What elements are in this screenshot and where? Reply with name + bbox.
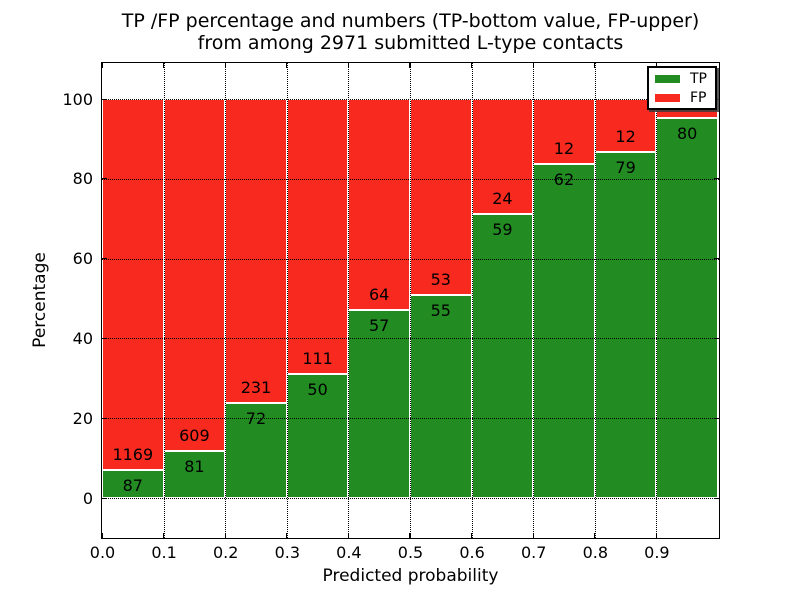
x-tick-label: 0.1 [151, 543, 177, 562]
y-tickmark-right [714, 497, 719, 499]
x-gridline [348, 63, 350, 538]
x-tickmark-top [224, 63, 226, 68]
tp-bar-segment [286, 374, 349, 498]
x-tickmark-bottom [655, 533, 657, 538]
chart-title-line2: from among 2971 submitted L-type contact… [197, 32, 624, 54]
x-axis-label: Predicted probability [322, 566, 499, 586]
x-tick-label: 0.7 [520, 543, 547, 562]
fp-bar-segment [225, 99, 287, 404]
y-tickmark-left [102, 417, 107, 419]
tp-bar-segment [594, 151, 657, 498]
x-tickmark-top [655, 63, 657, 68]
fp-bar-segment [533, 99, 595, 164]
x-tick-label: 0.0 [89, 543, 116, 562]
x-gridline [594, 63, 596, 538]
x-tickmark-top [347, 63, 349, 68]
x-gridline [471, 63, 473, 538]
y-tickmark-left [102, 497, 107, 499]
legend-row-tp: TP [649, 71, 715, 87]
y-tick-label: 100 [62, 89, 93, 109]
plot-area: 1169 87 609 81 231 72 111 50 64 57 53 55 24 59 12 62 12 7… [101, 62, 720, 539]
x-tickmark-bottom [409, 533, 411, 538]
tp-bar-segment [410, 294, 472, 498]
tp-bar-segment [533, 163, 595, 498]
x-gridline [225, 63, 227, 538]
fp-bar-segment [594, 99, 657, 152]
y-tickmark-right [714, 178, 719, 180]
x-tickmark-top [471, 63, 473, 68]
x-tick-label: 0.3 [274, 543, 301, 562]
y-tick-label: 80 [72, 169, 93, 189]
chart-title-line1: TP /FP percentage and numbers (TP-bottom… [121, 10, 700, 32]
x-tickmark-top [163, 63, 165, 68]
tp-legend-label: TP [690, 70, 707, 87]
x-tickmark-bottom [286, 533, 288, 538]
fp-bar-segment [471, 99, 534, 215]
y-tick-label: 40 [72, 328, 93, 348]
y-tickmark-left [102, 258, 107, 260]
x-tickmark-bottom [532, 533, 534, 538]
x-tick-label: 0.2 [212, 543, 239, 562]
y-tickmark-right [714, 337, 719, 340]
chart-title: TP /FP percentage and numbers (TP-bottom… [101, 10, 720, 54]
y-tick-label: 60 [72, 249, 93, 269]
fp-bar-segment [410, 99, 472, 295]
tp-bar-segment [163, 451, 226, 498]
y-tickmark-right [714, 417, 719, 419]
y-tick-label: 0 [82, 488, 93, 508]
x-tickmark-top [101, 63, 103, 68]
y-tickmark-right [714, 258, 719, 260]
y-tickmark-left [102, 178, 107, 180]
tp-bar-segment [102, 470, 164, 498]
x-tick-label: 0.6 [459, 543, 485, 562]
x-tickmark-bottom [594, 533, 596, 538]
x-tickmark-top [594, 63, 596, 68]
tp-bar-segment [471, 214, 534, 498]
fp-bar-segment [286, 99, 349, 375]
x-tickmark-bottom [471, 533, 473, 538]
x-gridline [286, 63, 288, 538]
x-gridline [656, 63, 658, 538]
legend-row-fp: FP [649, 90, 715, 106]
plot-inner: 1169 87 609 81 231 72 111 50 64 57 53 55 24 59 12 62 12 7… [101, 63, 719, 538]
x-tick-label: 0.9 [644, 543, 670, 562]
x-gridline [410, 63, 411, 538]
x-tickmark-bottom [347, 533, 349, 538]
x-gridline [533, 63, 535, 538]
legend: TP FP [647, 66, 717, 110]
fp-legend-label: FP [690, 89, 707, 106]
y-tick-label: 20 [72, 408, 93, 428]
x-tickmark-bottom [163, 533, 165, 538]
x-tickmark-top [532, 63, 534, 68]
y-tickmark-left [102, 337, 107, 340]
x-tick-label: 0.8 [582, 543, 609, 562]
x-tickmark-bottom [224, 533, 226, 538]
fp-legend-swatch [655, 93, 680, 102]
fp-bar-segment [348, 99, 410, 311]
x-tickmark-top [409, 63, 411, 68]
fp-bar-segment [102, 99, 164, 471]
y-tickmark-left [102, 98, 107, 100]
x-tick-label: 0.4 [336, 543, 362, 562]
x-gridline [163, 63, 165, 538]
tp-bar-segment [656, 118, 718, 498]
x-tickmark-top [286, 63, 288, 68]
x-tickmark-bottom [101, 533, 103, 538]
fp-bar-segment [163, 99, 226, 452]
tp-legend-swatch [655, 74, 680, 83]
x-tick-label: 0.5 [397, 543, 424, 562]
